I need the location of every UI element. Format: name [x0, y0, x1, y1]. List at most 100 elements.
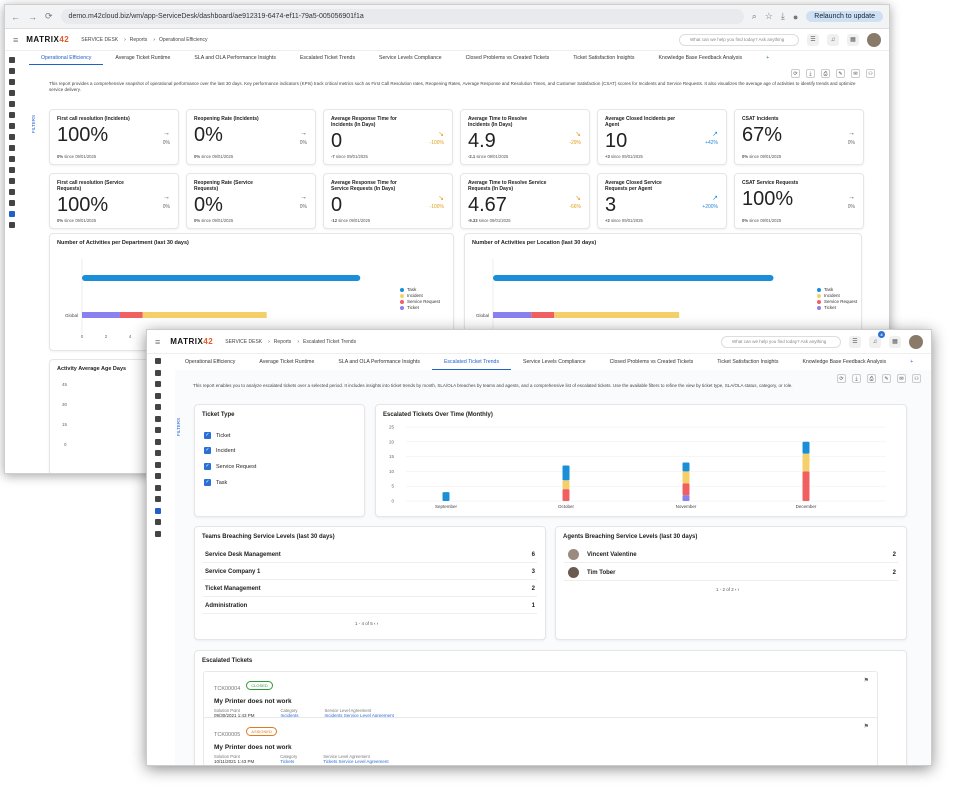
- checkbox-task[interactable]: ✓ Task: [204, 479, 227, 486]
- next-page-icon[interactable]: ›: [376, 621, 379, 626]
- avatar[interactable]: [909, 334, 923, 349]
- kpi-card[interactable]: Average Response Time for Service Reques…: [323, 173, 453, 229]
- kpi-card[interactable]: First call resolution (Service Requests)…: [49, 173, 179, 229]
- location-icon[interactable]: [9, 145, 15, 151]
- tab-escalated-ticket-trends[interactable]: Escalated Ticket Trends: [431, 354, 512, 370]
- apps-icon[interactable]: ▦: [847, 33, 859, 46]
- home-icon[interactable]: [9, 68, 15, 74]
- tab-closed-problems[interactable]: Closed Problems vs Created Tickets: [465, 55, 550, 61]
- category-link[interactable]: Tickets: [280, 759, 295, 764]
- legend-item[interactable]: Task: [400, 287, 440, 293]
- tab-ticket-satisfaction[interactable]: Ticket Satisfaction Insights: [573, 55, 635, 61]
- tab-closed-problems[interactable]: Closed Problems vs Created Tickets: [609, 359, 694, 365]
- mail-icon[interactable]: ✉: [897, 374, 906, 383]
- tab-operational-efficiency[interactable]: Operational Efficiency: [29, 51, 104, 65]
- kpi-card[interactable]: Reopening Rate (Service Requests) 0% → 0% 0%…: [186, 173, 316, 229]
- info-icon[interactable]: [155, 427, 161, 433]
- tab-sla-ola[interactable]: SLA and OLA Performance Insights: [194, 55, 276, 61]
- team-row[interactable]: Service Desk Management 6: [203, 547, 537, 563]
- list-icon[interactable]: [155, 496, 161, 502]
- search-icon[interactable]: [9, 57, 15, 63]
- search-icon[interactable]: [155, 358, 161, 364]
- toggle-icon[interactable]: [9, 178, 15, 184]
- team-row[interactable]: Administration 1: [203, 598, 537, 614]
- edit-icon[interactable]: ✎: [836, 69, 845, 78]
- menu-icon[interactable]: ≡: [13, 34, 19, 45]
- gear-icon[interactable]: [155, 530, 161, 537]
- info-icon[interactable]: [9, 134, 15, 140]
- ticket-card[interactable]: TCK00005 ASSIGNED My Printer does not wor…: [203, 717, 878, 765]
- kpi-card[interactable]: Average Closed Service Requests per Agen…: [597, 173, 727, 229]
- alert-icon[interactable]: [155, 450, 161, 456]
- zoom-icon[interactable]: [155, 461, 161, 468]
- megaphone-icon[interactable]: [9, 79, 15, 85]
- refresh-icon[interactable]: ⟳: [837, 374, 846, 383]
- tab-escalated-ticket-trends[interactable]: Escalated Ticket Trends: [299, 55, 356, 61]
- alert-icon[interactable]: [9, 156, 15, 162]
- home-icon[interactable]: [155, 369, 161, 376]
- tab-knowledge-base[interactable]: Knowledge Base Feedback Analysis: [658, 55, 743, 61]
- legend-item[interactable]: Task: [817, 287, 857, 293]
- tab-ticket-satisfaction[interactable]: Ticket Satisfaction Insights: [717, 359, 779, 365]
- kpi-card[interactable]: First call resolution (Incidents) 100% → 0%…: [49, 109, 179, 165]
- zoom-icon[interactable]: [9, 167, 15, 173]
- mail-icon[interactable]: ✉: [851, 69, 860, 78]
- checkbox-ticket[interactable]: ✓ Ticket: [204, 432, 230, 439]
- download-icon[interactable]: ⤓: [780, 11, 785, 21]
- person-icon[interactable]: [9, 101, 15, 107]
- star-icon[interactable]: ☆: [764, 11, 773, 21]
- breadcrumb-service-desk[interactable]: SERVICE DESK: [81, 36, 119, 43]
- print-icon[interactable]: ⎙: [821, 69, 830, 78]
- add-tab-button[interactable]: +: [766, 55, 770, 61]
- avatar[interactable]: [867, 32, 881, 47]
- reload-icon[interactable]: ⟳: [45, 11, 53, 21]
- menu-icon[interactable]: ≡: [155, 336, 161, 347]
- legend-item[interactable]: Service Request: [400, 299, 440, 305]
- download-icon[interactable]: ⤓: [806, 69, 815, 78]
- megaphone-icon[interactable]: [155, 381, 161, 387]
- legend-item[interactable]: Incident: [817, 293, 857, 299]
- category-link[interactable]: Incidents: [280, 713, 299, 718]
- back-arrow-icon[interactable]: ←: [11, 11, 20, 22]
- legend-item[interactable]: Incident: [400, 293, 440, 299]
- tab-service-levels-compliance[interactable]: Service Levels Compliance: [379, 55, 442, 61]
- zoom-icon[interactable]: ⌕: [751, 11, 757, 21]
- add-tab-button[interactable]: +: [910, 359, 914, 365]
- mail-icon[interactable]: [155, 404, 161, 410]
- location-icon[interactable]: [155, 438, 161, 445]
- team-icon[interactable]: [155, 484, 161, 491]
- download-icon[interactable]: ⤓: [852, 374, 861, 383]
- breadcrumb-reports[interactable]: Reports: [273, 338, 292, 345]
- agent-row[interactable]: Vincent Valentine 2: [564, 547, 898, 563]
- tab-knowledge-base[interactable]: Knowledge Base Feedback Analysis: [802, 359, 887, 365]
- sla-link[interactable]: Tickets Service Level Agreement: [323, 759, 389, 764]
- kpi-card[interactable]: Reopening Rate (Incidents) 0% → 0% 0% since …: [186, 109, 316, 165]
- ask-anything-input[interactable]: What can we help you find today? Ask any…: [679, 33, 799, 46]
- next-page-icon[interactable]: ›: [737, 587, 740, 592]
- team-icon[interactable]: [9, 189, 15, 195]
- kpi-card[interactable]: Average Time to Resolve Incidents (In Da…: [460, 109, 590, 165]
- chart-icon[interactable]: [9, 211, 15, 217]
- sla-link[interactable]: Incidents Service Level Agreement: [324, 713, 394, 718]
- apps-icon[interactable]: ▦: [889, 335, 901, 348]
- chat-icon[interactable]: ☰: [849, 335, 861, 348]
- team-row[interactable]: Ticket Management 2: [203, 581, 537, 597]
- flag-icon[interactable]: ⚑: [863, 678, 869, 684]
- chart-icon[interactable]: [155, 507, 161, 514]
- kpi-card[interactable]: Average Response Time for Incidents (In …: [323, 109, 453, 165]
- legend-item[interactable]: Ticket: [817, 305, 857, 311]
- share-icon[interactable]: ⚇: [866, 69, 875, 78]
- tab-average-ticket-runtime[interactable]: Average Ticket Runtime: [259, 359, 315, 365]
- address-bar[interactable]: demo.m42cloud.biz/wm/app-ServiceDesk/das…: [60, 9, 744, 24]
- refresh-icon[interactable]: ⟳: [791, 69, 800, 78]
- tab-average-ticket-runtime[interactable]: Average Ticket Runtime: [115, 55, 171, 61]
- prev-page-icon[interactable]: ‹: [735, 587, 737, 592]
- flag-icon[interactable]: ⚑: [863, 724, 869, 730]
- profile-icon[interactable]: ●: [792, 11, 799, 22]
- agent-row[interactable]: Tim Tober 2: [564, 565, 898, 581]
- prev-page-icon[interactable]: ‹: [374, 621, 376, 626]
- user-group-icon[interactable]: [9, 123, 15, 129]
- mail-icon[interactable]: [9, 112, 15, 118]
- filters-toggle[interactable]: FILTERS: [31, 115, 36, 134]
- relaunch-button[interactable]: Relaunch to update: [806, 11, 883, 22]
